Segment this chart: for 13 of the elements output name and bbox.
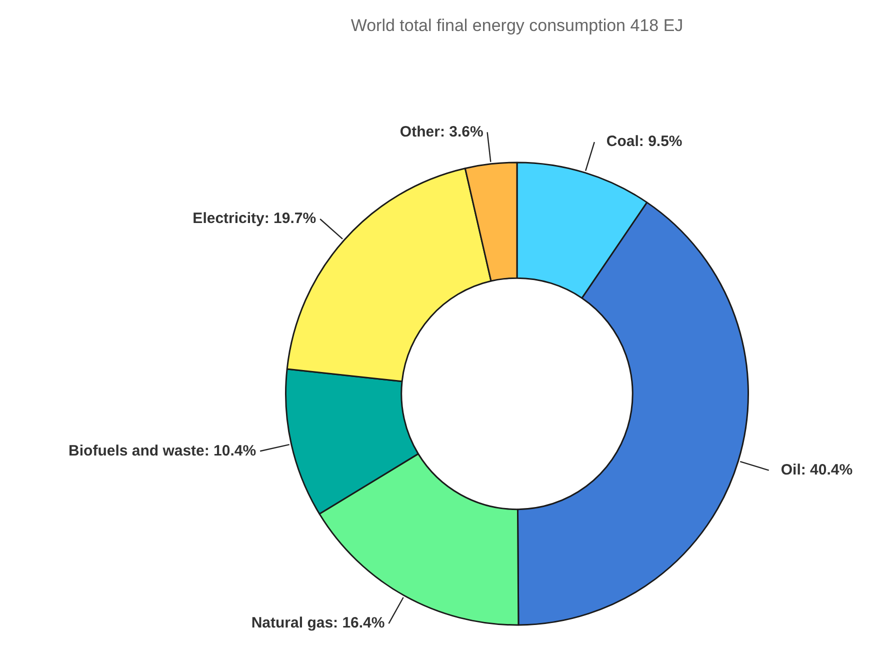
slice-label: Natural gas [251, 614, 334, 632]
slice-label: Other [400, 123, 440, 140]
data-label: : 9.5% [638, 133, 682, 150]
data-label: : 40.4% [800, 461, 853, 478]
data-label: : 16.4% [333, 614, 385, 632]
data-label: : 19.7% [264, 210, 316, 228]
data-label: : 3.6% [440, 123, 484, 140]
data-label: : 10.4% [204, 442, 256, 460]
slice-label: Oil [780, 461, 801, 478]
chart-title: World total final energy consumption 418 EJ [350, 16, 684, 35]
slice-label: Electricity [192, 210, 266, 228]
slice-label: Coal [606, 133, 639, 150]
slice-label: Biofuels and waste [68, 442, 204, 460]
